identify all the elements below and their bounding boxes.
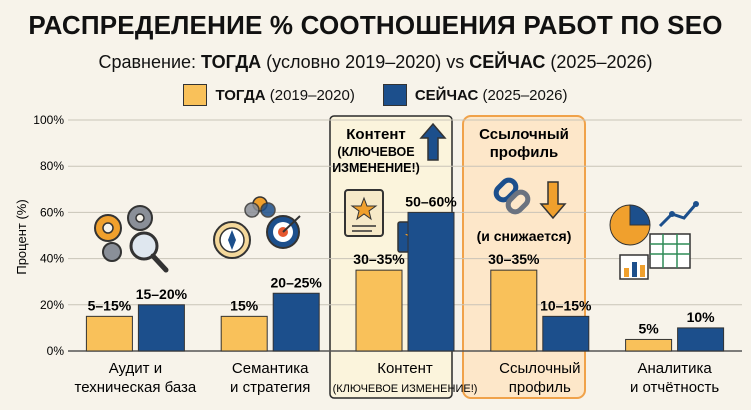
data-label-then: 30–35%: [353, 251, 405, 267]
callout-links-title: Ссылочный: [479, 126, 569, 143]
x-tick-label-line1: Аудит и: [109, 360, 162, 377]
y-axis: 0% 20% 40% 60% 80% 100%: [33, 113, 64, 358]
bar-then: [220, 315, 268, 352]
chart-legend: ТОГДА (2019–2020) СЕЙЧАС (2025–2026): [0, 84, 751, 106]
arrow-down-icon: [539, 181, 567, 220]
legend-swatch-then: [183, 84, 208, 106]
x-tick-label-line2: техническая база: [75, 379, 197, 396]
subtitle-now-period: (2025–2026): [545, 52, 653, 72]
bar-then: [355, 269, 403, 352]
document-star-icon: [344, 189, 384, 237]
callout-links-line3: (и снижается): [477, 228, 572, 244]
x-tick-label-line2: профиль: [509, 379, 571, 396]
data-label-then: 5–15%: [88, 297, 132, 313]
x-tick-label-line1: Контент: [377, 360, 433, 377]
x-tick-label-line2: (КЛЮЧЕВОЕ ИЗМЕНЕНИЕ!): [333, 383, 478, 395]
legend-label-now: СЕЙЧАС (2025–2026): [414, 86, 568, 104]
x-tick-label-line1: Семантика: [232, 360, 309, 377]
bar-now: [137, 304, 185, 352]
bar-now: [272, 292, 320, 352]
chart-subtitle: Сравнение: ТОГДА (условно 2019–2020) vs …: [0, 52, 751, 73]
x-tick-label-line1: Ссылочный: [499, 360, 580, 377]
y-tick-label: 40%: [40, 252, 64, 266]
subtitle-prefix: Сравнение:: [98, 52, 202, 72]
bar-then: [85, 315, 133, 352]
data-label-now: 10%: [687, 309, 716, 325]
legend-label-then: ТОГДА (2019–2020): [215, 86, 355, 104]
compass-target-icon: [213, 196, 301, 259]
legend-item-now: СЕЙЧАС (2025–2026): [382, 84, 568, 106]
bar-now: [407, 211, 455, 352]
subtitle-now: СЕЙЧАС: [469, 52, 546, 72]
legend-item-then: ТОГДА (2019–2020): [183, 84, 355, 106]
bar-now: [542, 315, 590, 352]
chain-link-icon: [493, 177, 531, 215]
bar-now: [677, 327, 725, 352]
bar-then: [625, 338, 673, 352]
x-tick-label-line1: Аналитика: [637, 360, 712, 377]
y-tick-label: 80%: [40, 159, 64, 173]
x-tick-label-line2: и отчётность: [630, 379, 719, 396]
y-tick-label: 20%: [40, 298, 64, 312]
callout-content-line3: ИЗМЕНЕНИЕ!): [332, 161, 420, 175]
data-label-then: 30–35%: [488, 251, 540, 267]
legend-swatch-now: [382, 84, 407, 106]
data-label-now: 50–60%: [405, 193, 457, 209]
callout-links-line2: профиль: [490, 144, 558, 161]
subtitle-then-period: (условно 2019–2020) vs: [261, 52, 470, 72]
bar-then: [490, 269, 538, 352]
data-label-now: 10–15%: [540, 297, 592, 313]
y-tick-label: 0%: [47, 344, 65, 358]
callout-content-title: Контент: [346, 126, 405, 143]
chart-title: РАСПРЕДЕЛЕНИЕ % СООТНОШЕНИЯ РАБОТ ПО SEO: [28, 10, 723, 40]
callout-content-line2: (КЛЮЧЕВОЕ: [337, 145, 414, 159]
x-tick-label-line2: и стратегия: [230, 379, 310, 396]
y-tick-label: 60%: [40, 205, 64, 219]
analytics-charts-icon: [609, 201, 699, 280]
y-axis-label: Процент (%): [14, 199, 29, 274]
data-label-now: 20–25%: [271, 274, 323, 290]
gears-magnifier-icon: [94, 205, 169, 273]
arrow-up-icon: [419, 122, 447, 161]
data-label-then: 15%: [230, 297, 259, 313]
data-label-now: 15–20%: [136, 286, 188, 302]
x-axis-labels: Аудит и техническая база Семантика и страте…: [75, 360, 720, 396]
data-label-then: 5%: [638, 320, 659, 336]
y-tick-label: 100%: [33, 113, 64, 127]
bars-group: 5–15%15–20% 15% 20–25% 30–35% 50–60% 30–35% 10…: [85, 193, 725, 352]
subtitle-then: ТОГДА: [201, 52, 262, 72]
